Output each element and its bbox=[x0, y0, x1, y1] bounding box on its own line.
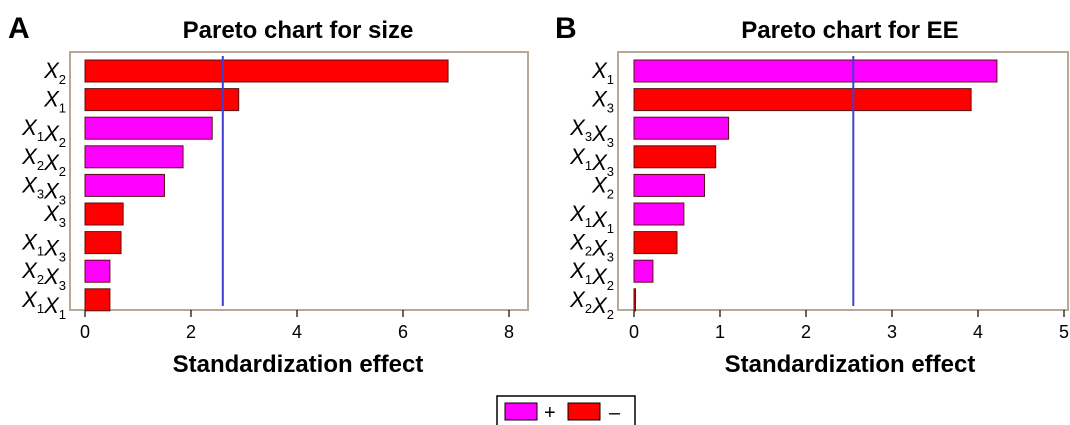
category-label-x2x2: X2X2 bbox=[569, 287, 614, 322]
category-label-x3x3: X3X3 bbox=[569, 115, 614, 150]
category-label-x3: X3 bbox=[43, 201, 66, 230]
category-label-x1x3: X1X3 bbox=[569, 144, 614, 179]
bar-x1x2 bbox=[84, 116, 213, 140]
bar-x2 bbox=[633, 173, 706, 197]
bar-x2x3 bbox=[633, 231, 678, 255]
legend-label-negative: – bbox=[609, 402, 621, 424]
category-label-x3: X3 bbox=[591, 87, 614, 116]
category-label-x3x3: X3X3 bbox=[21, 172, 66, 207]
x-axis-title-a: Standardization effect bbox=[173, 351, 424, 378]
x-axis-title-b: Standardization effect bbox=[725, 351, 976, 378]
x-tick-label: 0 bbox=[629, 322, 639, 342]
panel-letter-b: B bbox=[555, 12, 577, 45]
legend: + – bbox=[496, 395, 636, 425]
legend-swatch-negative bbox=[567, 402, 601, 421]
category-label-x1x2: X1X2 bbox=[569, 258, 614, 293]
x-tick-label: 0 bbox=[80, 322, 90, 342]
bar-x1 bbox=[633, 59, 998, 83]
x-tick-label: 8 bbox=[504, 322, 514, 342]
category-label-x1x1: X1X1 bbox=[569, 201, 614, 236]
category-label-x2: X2 bbox=[43, 58, 66, 87]
category-label-x1: X1 bbox=[591, 58, 614, 87]
category-label-x2x2: X2X2 bbox=[21, 144, 66, 179]
chart-title-b: Pareto chart for EE bbox=[741, 17, 958, 44]
bar-x1x1 bbox=[633, 202, 685, 226]
bar-x1x2 bbox=[633, 259, 654, 283]
x-axis-ticks-b: 0 1 2 3 4 5 bbox=[629, 310, 1069, 342]
bar-x3x3 bbox=[84, 173, 165, 197]
bar-x3 bbox=[84, 202, 124, 226]
bar-x1x1 bbox=[84, 288, 111, 312]
bar-x3 bbox=[633, 88, 972, 112]
category-label-x1x2: X1X2 bbox=[21, 115, 66, 150]
bar-x1 bbox=[84, 88, 240, 112]
bar-x2x2 bbox=[633, 288, 636, 312]
x-tick-label: 5 bbox=[1059, 322, 1069, 342]
x-tick-label: 4 bbox=[973, 322, 983, 342]
bar-x2x3 bbox=[84, 259, 111, 283]
category-label-x1: X1 bbox=[43, 87, 66, 116]
category-label-x2x3: X2X3 bbox=[569, 230, 614, 265]
bars-b bbox=[633, 59, 998, 312]
x-tick-label: 3 bbox=[887, 322, 897, 342]
bar-x1x3 bbox=[84, 231, 122, 255]
x-tick-label: 2 bbox=[186, 322, 196, 342]
bar-x1x3 bbox=[633, 145, 717, 169]
category-label-x2: X2 bbox=[591, 172, 614, 201]
category-label-x1x1: X1X1 bbox=[21, 287, 66, 322]
x-tick-label: 1 bbox=[715, 322, 725, 342]
legend-swatch-positive bbox=[504, 402, 538, 421]
chart-title-a: Pareto chart for size bbox=[183, 17, 414, 44]
bar-x2 bbox=[84, 59, 449, 83]
x-tick-label: 4 bbox=[292, 322, 302, 342]
bar-x2x2 bbox=[84, 145, 184, 169]
x-tick-label: 2 bbox=[801, 322, 811, 342]
bar-x3x3 bbox=[633, 116, 730, 140]
panel-letter-a: A bbox=[8, 12, 30, 45]
x-tick-label: 6 bbox=[398, 322, 408, 342]
x-axis-ticks-a: 0 2 4 6 8 bbox=[80, 310, 514, 342]
legend-label-positive: + bbox=[544, 402, 556, 424]
category-label-x2x3: X2X3 bbox=[21, 258, 66, 293]
category-label-x1x3: X1X3 bbox=[21, 230, 66, 265]
bars-a bbox=[84, 59, 449, 312]
